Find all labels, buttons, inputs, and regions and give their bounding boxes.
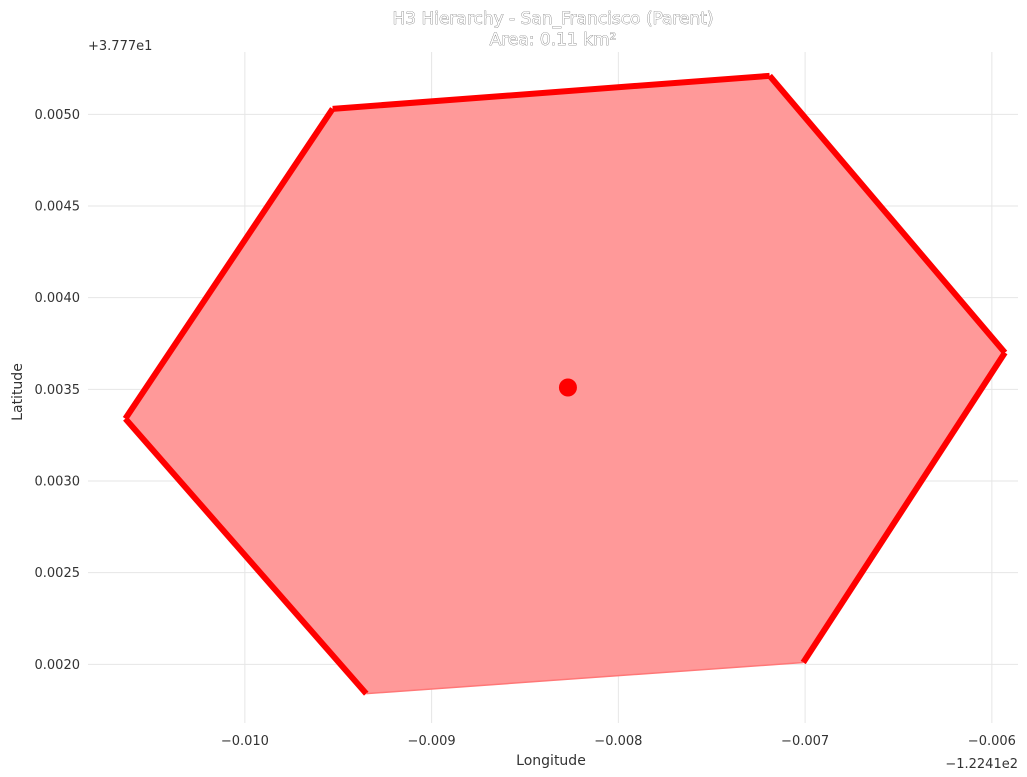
y-tick-label: 0.0035 xyxy=(35,383,81,398)
y-tick-label: 0.0050 xyxy=(35,108,81,123)
hexagon-edge xyxy=(800,351,1008,665)
chart-title: H3 Hierarchy - San_Francisco (Parent) xyxy=(392,9,713,29)
data-layer xyxy=(122,72,1008,696)
x-tick-label: −0.007 xyxy=(781,734,829,749)
y-tick-label: 0.0030 xyxy=(35,475,81,490)
x-axis-label: Longitude xyxy=(516,753,586,769)
center-point xyxy=(558,378,577,397)
y-tick-label: 0.0025 xyxy=(35,566,81,581)
x-tick-label: −0.006 xyxy=(968,734,1016,749)
hexagon-edge xyxy=(122,107,336,421)
hexagon-edge xyxy=(332,72,770,112)
hexagon-edge xyxy=(123,416,369,696)
x-tick-label: −0.009 xyxy=(408,734,456,749)
x-offset-label: −1.2241e2 xyxy=(945,757,1018,772)
y-tick-label: 0.0040 xyxy=(35,291,81,306)
x-tick-label: −0.008 xyxy=(594,734,642,749)
y-tick-label: 0.0020 xyxy=(35,658,81,673)
y-axis-label: Latitude xyxy=(10,363,26,421)
hexagon-edge xyxy=(366,661,804,695)
y-offset-label: +3.777e1 xyxy=(88,39,152,54)
hexagon-edge xyxy=(767,73,1008,355)
tick-labels: −0.010 −0.009 −0.008 −0.007 −0.006 0.0020 0.00… xyxy=(35,108,1016,749)
y-tick-label: 0.0045 xyxy=(35,200,81,215)
x-tick-label: −0.010 xyxy=(221,734,269,749)
chart-subtitle: Area: 0.11 km² xyxy=(490,30,617,50)
